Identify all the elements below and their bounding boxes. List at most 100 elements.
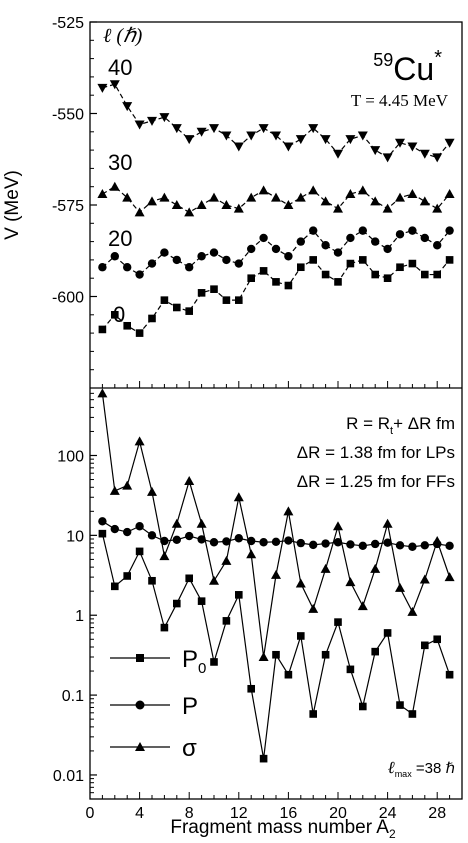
data-point-V-0 bbox=[321, 270, 330, 279]
data-point-V-20 bbox=[123, 263, 132, 272]
data-point-V-30 bbox=[209, 192, 219, 202]
data-point-P-P bbox=[420, 541, 429, 550]
data-point-V-20 bbox=[408, 226, 417, 235]
nucleus-symbol: Cu bbox=[393, 51, 434, 87]
legend: P0 P σ bbox=[110, 646, 206, 762]
data-point-P-σ bbox=[134, 436, 145, 446]
data-point-V-40 bbox=[134, 120, 145, 130]
data-point-P-σ bbox=[283, 506, 294, 516]
data-point-V-0 bbox=[421, 270, 429, 279]
data-point-P-P0 bbox=[222, 617, 231, 625]
data-point-P-P bbox=[321, 539, 330, 548]
data-point-P-σ bbox=[345, 577, 356, 587]
data-point-V-40 bbox=[432, 153, 443, 163]
data-point-P-σ bbox=[333, 521, 343, 531]
data-point-P-P0 bbox=[321, 650, 330, 659]
x-tick-label: 12 bbox=[230, 805, 248, 822]
legend-marker-circle bbox=[135, 700, 145, 710]
data-point-V-30 bbox=[159, 192, 170, 202]
data-point-V-30 bbox=[233, 203, 244, 213]
data-point-P-σ bbox=[357, 601, 368, 611]
data-point-V-40 bbox=[295, 135, 306, 145]
data-point-V-30 bbox=[333, 203, 343, 213]
data-point-V-40 bbox=[147, 116, 157, 126]
data-point-P-P bbox=[445, 541, 454, 551]
data-point-P-P0 bbox=[309, 710, 317, 718]
data-point-V-20 bbox=[321, 241, 330, 250]
data-point-V-30 bbox=[283, 200, 294, 209]
data-point-P-P bbox=[197, 535, 206, 544]
data-point-P-P bbox=[135, 522, 144, 531]
legend-marker-square bbox=[136, 654, 144, 662]
data-point-V-20 bbox=[309, 226, 318, 235]
legend-label-p: P bbox=[182, 693, 198, 720]
data-point-V-40 bbox=[308, 124, 319, 134]
data-point-V-30 bbox=[171, 200, 182, 209]
data-point-V-30 bbox=[370, 196, 381, 206]
data-point-V-0 bbox=[359, 256, 367, 264]
data-point-V-0 bbox=[222, 296, 231, 304]
data-point-V-40 bbox=[159, 113, 170, 123]
data-point-V-20 bbox=[333, 248, 343, 257]
data-point-P-P bbox=[172, 535, 181, 544]
data-point-P-P bbox=[110, 524, 120, 534]
data-point-P-P0 bbox=[173, 599, 181, 608]
data-point-V-20 bbox=[383, 244, 392, 254]
data-point-P-P0 bbox=[284, 670, 293, 679]
data-point-P-σ bbox=[233, 492, 244, 502]
y-tick-label-bottom: 0.01 bbox=[53, 768, 84, 785]
y-tick-label-top: -525 bbox=[52, 15, 84, 32]
x-tick-label: 16 bbox=[280, 805, 298, 822]
data-point-V-40 bbox=[444, 138, 455, 148]
data-point-P-σ bbox=[395, 582, 405, 592]
data-point-V-0 bbox=[371, 270, 379, 279]
data-point-V-40 bbox=[419, 149, 430, 159]
data-point-V-40 bbox=[209, 124, 219, 134]
curve-label-30: 30 bbox=[108, 150, 132, 175]
y-tick-label-bottom: 10 bbox=[66, 528, 84, 545]
legend-label-p0: P0 bbox=[182, 646, 206, 677]
data-point-V-40 bbox=[196, 127, 207, 137]
data-point-P-P0 bbox=[421, 641, 429, 650]
data-point-P-σ bbox=[407, 606, 418, 616]
data-point-P-σ bbox=[419, 574, 430, 584]
data-point-V-40 bbox=[122, 102, 133, 112]
data-point-V-20 bbox=[110, 252, 120, 261]
data-point-P-σ bbox=[209, 575, 219, 585]
data-point-P-P0 bbox=[396, 701, 404, 709]
data-point-P-P bbox=[408, 542, 417, 551]
data-point-V-40 bbox=[233, 142, 244, 152]
data-point-V-30 bbox=[258, 185, 269, 195]
curve-label-20: 20 bbox=[108, 226, 132, 251]
radius-formula: R = Rt+ ΔR fm bbox=[346, 414, 455, 437]
data-point-V-20 bbox=[185, 263, 194, 272]
data-point-P-σ bbox=[382, 518, 393, 528]
curve-label-0: 0 bbox=[113, 302, 125, 327]
data-point-P-P bbox=[284, 536, 293, 545]
x-tick-label: 20 bbox=[329, 805, 347, 822]
data-point-V-0 bbox=[98, 325, 107, 334]
data-point-V-0 bbox=[111, 311, 119, 319]
data-point-V-20 bbox=[222, 255, 231, 265]
data-point-V-20 bbox=[445, 226, 454, 235]
data-point-P-σ bbox=[370, 563, 381, 573]
data-point-V-0 bbox=[259, 267, 268, 275]
legend-marker-triangle bbox=[135, 742, 145, 751]
data-point-V-20 bbox=[296, 237, 305, 246]
data-point-V-30 bbox=[147, 196, 157, 206]
data-point-V-0 bbox=[185, 307, 193, 315]
data-point-V-20 bbox=[358, 226, 367, 235]
nucleus-star: * bbox=[434, 47, 442, 69]
data-point-V-20 bbox=[371, 237, 380, 246]
data-point-V-20 bbox=[160, 248, 169, 257]
data-point-P-P0 bbox=[445, 670, 454, 679]
data-point-V-0 bbox=[210, 285, 218, 293]
temperature-label: T = 4.45 MeV bbox=[351, 91, 449, 110]
data-point-V-0 bbox=[123, 321, 131, 330]
series-line-V-0 bbox=[101, 259, 451, 334]
data-point-V-0 bbox=[160, 296, 169, 304]
data-point-V-40 bbox=[246, 131, 257, 141]
data-point-P-P bbox=[371, 539, 380, 549]
y-tick-label-bottom: 0.1 bbox=[62, 688, 84, 705]
